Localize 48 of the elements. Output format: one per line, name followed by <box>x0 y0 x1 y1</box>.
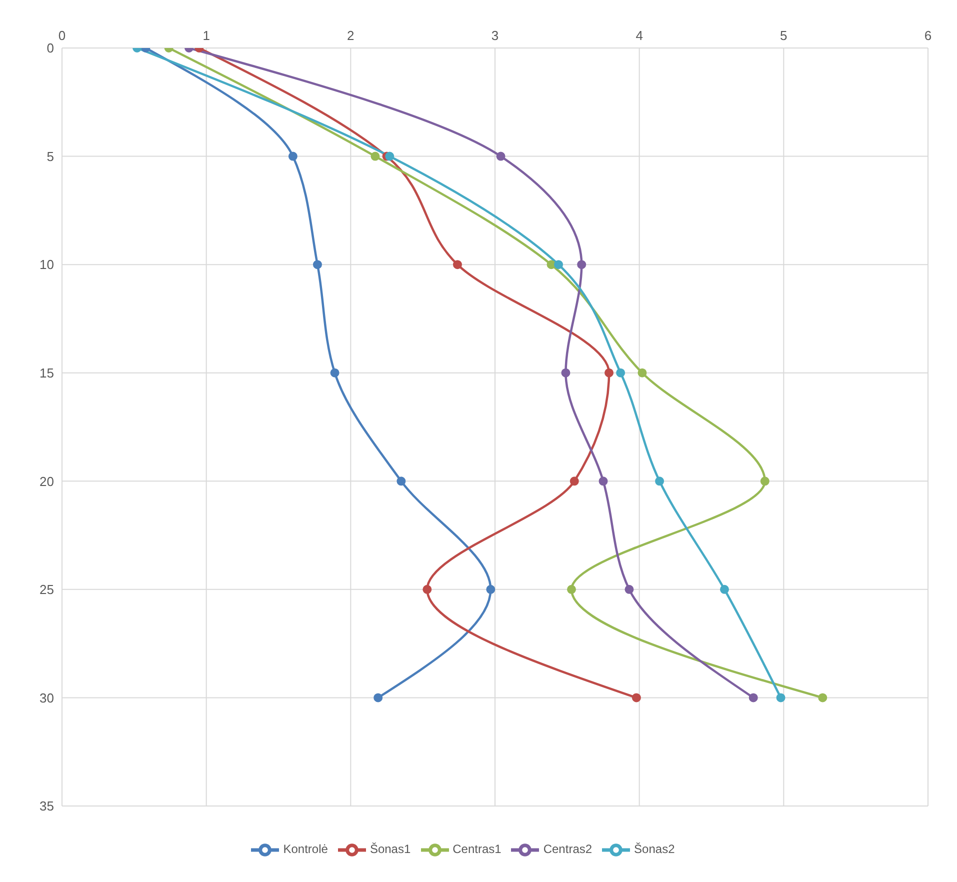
point <box>624 584 634 594</box>
x-tick-label: 5 <box>780 28 788 43</box>
point <box>748 693 758 702</box>
y-tick-label: 10 <box>40 257 54 272</box>
x-tick-label: 3 <box>491 28 499 43</box>
point <box>385 152 394 161</box>
legend-label: Šonas2 <box>634 842 675 856</box>
point <box>330 368 340 378</box>
y-tick-label: 0 <box>46 40 54 56</box>
point <box>604 368 614 378</box>
point <box>370 152 380 161</box>
y-tick-label: 25 <box>40 582 54 598</box>
point <box>496 152 506 161</box>
x-tick-label: 0 <box>58 28 66 43</box>
point <box>655 476 664 486</box>
x-tick-label: 6 <box>924 28 932 43</box>
point <box>570 476 579 486</box>
legend-label: Centras1 <box>452 842 502 856</box>
point <box>818 693 828 702</box>
point <box>312 260 322 270</box>
y-tick-label: 30 <box>40 690 54 706</box>
legend-label: Centras2 <box>543 842 592 856</box>
point <box>422 584 432 594</box>
point <box>452 260 462 270</box>
point <box>577 260 586 270</box>
legend-label: Šonas1 <box>370 842 411 856</box>
x-tick-label: 1 <box>202 28 210 43</box>
point <box>760 476 770 486</box>
point <box>566 584 576 594</box>
point <box>598 476 608 486</box>
point <box>632 693 641 702</box>
point <box>561 368 570 378</box>
point <box>554 260 564 270</box>
x-tick-label: 4 <box>636 28 643 43</box>
point <box>288 152 298 161</box>
y-tick-label: 20 <box>40 474 54 489</box>
point <box>486 584 496 594</box>
legend-label: Kontrolė <box>283 842 328 856</box>
x-tick-label: 2 <box>347 28 354 43</box>
point <box>720 584 729 594</box>
point <box>396 476 406 486</box>
point <box>776 693 786 702</box>
y-tick-label: 15 <box>40 365 54 380</box>
point <box>638 368 647 378</box>
y-tick-label: 35 <box>40 798 54 814</box>
y-tick-label: 5 <box>46 148 54 164</box>
point <box>616 368 626 378</box>
point <box>374 693 383 702</box>
